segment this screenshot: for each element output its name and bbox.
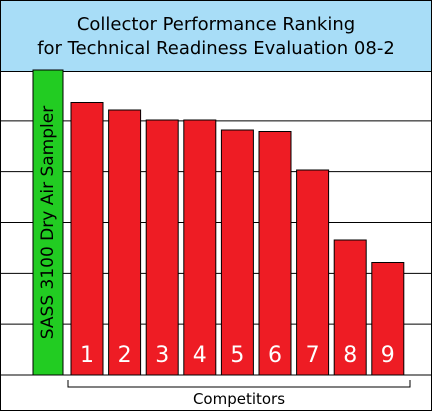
reference-bar-label: SASS 3100 Dry Air Sampler xyxy=(38,106,58,339)
chart-header: Collector Performance Ranking for Techni… xyxy=(1,1,431,72)
competitors-bracket xyxy=(67,380,411,388)
bar-2 xyxy=(108,109,142,376)
chart-title-line-2: for Technical Readiness Evaluation 08-2 xyxy=(37,38,395,59)
reference-bar xyxy=(32,69,64,376)
bar-label-4: 4 xyxy=(193,343,207,368)
bar-label-6: 6 xyxy=(268,343,282,368)
bar-5 xyxy=(220,129,254,376)
x-axis: Competitors xyxy=(67,380,411,408)
bar-label-2: 2 xyxy=(118,343,132,368)
bar-label-9: 9 xyxy=(381,343,395,368)
bar-9 xyxy=(371,262,405,376)
bar-label-8: 8 xyxy=(343,343,357,368)
bar-label-5: 5 xyxy=(230,343,244,368)
bar-1 xyxy=(70,102,104,376)
bar-7 xyxy=(296,169,330,376)
bars: SASS 3100 Dry Air Sampler 1 2 3 4 5 6 7 8 9 xyxy=(1,69,431,376)
bar-label-7: 7 xyxy=(306,343,320,368)
bar-3 xyxy=(145,119,179,376)
bar-label-3: 3 xyxy=(155,343,169,368)
bar-label-1: 1 xyxy=(80,343,94,368)
bar-8 xyxy=(333,239,367,376)
bar-6 xyxy=(258,131,292,376)
x-axis-label: Competitors xyxy=(193,390,285,408)
bar-4 xyxy=(183,119,217,376)
chart-title-line-1: Collector Performance Ranking xyxy=(76,14,356,35)
